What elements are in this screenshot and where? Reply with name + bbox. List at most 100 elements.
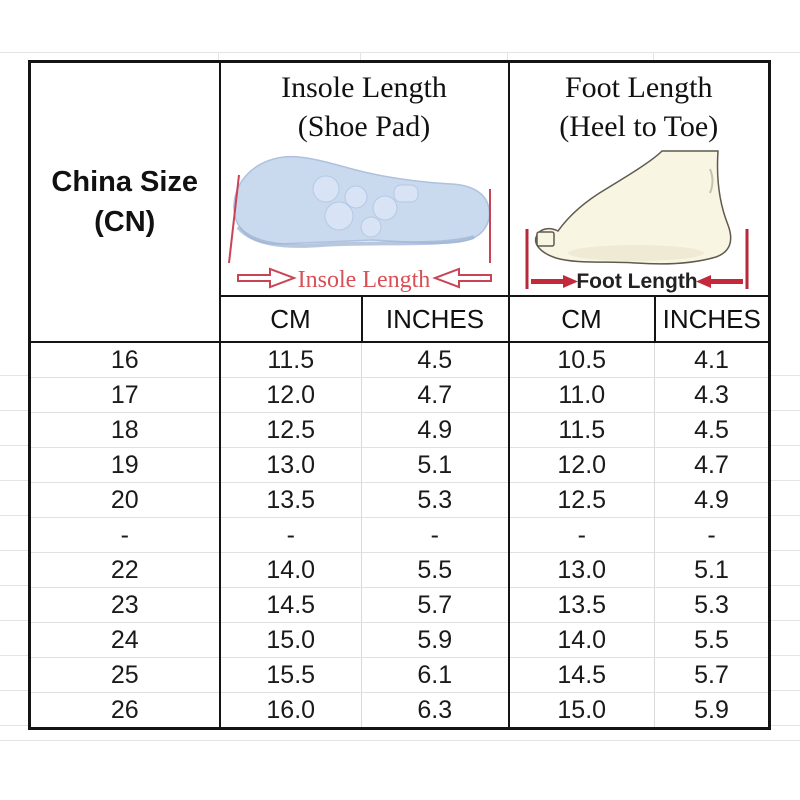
header-illustration-row: China Size (CN) Insole Length (Shoe Pad) — [29, 61, 770, 343]
background-gridlines-left — [0, 341, 28, 727]
corner-header-cell: China Size (CN) — [29, 61, 221, 343]
insole-caption: Insole Length — [297, 267, 430, 293]
table-row: 20 13.5 5.3 12.5 4.9 — [29, 482, 770, 518]
cell-insole_in: 4.7 — [361, 377, 510, 413]
cell-cn: 17 — [29, 377, 221, 413]
foot-arrow-left-icon — [695, 275, 743, 288]
cell-foot_in: 5.7 — [654, 657, 770, 693]
unit-header-insole-cm: CM — [218, 295, 363, 343]
unit-header-foot-cm: CM — [507, 295, 656, 343]
foot-shape — [534, 150, 732, 265]
table-row: 22 14.0 5.5 13.0 5.1 — [29, 552, 770, 588]
cell-insole_in: 5.3 — [361, 482, 510, 518]
cell-foot_in: 4.7 — [654, 447, 770, 483]
table-row: 19 13.0 5.1 12.0 4.7 — [29, 447, 770, 483]
insole-arrow-right-icon — [236, 267, 297, 289]
cell-insole_in: 4.5 — [361, 342, 510, 378]
cell-insole_in: 5.7 — [361, 587, 510, 623]
cell-foot_cm: 10.5 — [508, 342, 655, 378]
cell-insole_in: 5.1 — [361, 447, 510, 483]
cell-insole_cm: 16.0 — [219, 692, 362, 729]
cell-foot_in: - — [654, 517, 770, 553]
table-row: ----- — [29, 517, 770, 553]
cell-cn: 20 — [29, 482, 221, 518]
cell-cn: - — [29, 517, 221, 553]
table-row: 18 12.5 4.9 11.5 4.5 — [29, 412, 770, 448]
cell-cn: 26 — [29, 692, 221, 729]
cell-insole_cm: 15.5 — [219, 657, 362, 693]
china-size-title-line2: (CN) — [94, 206, 156, 238]
insole-title-line1: Insole Length — [281, 71, 447, 104]
cell-insole_cm: 12.0 — [219, 377, 362, 413]
foot-ankle-crease — [708, 168, 714, 194]
cell-foot_in: 4.9 — [654, 482, 770, 518]
cell-foot_cm: 14.0 — [508, 622, 655, 658]
cell-cn: 19 — [29, 447, 221, 483]
cell-foot_cm: 14.5 — [508, 657, 655, 693]
cell-foot_in: 4.3 — [654, 377, 770, 413]
foot-header-cell: Foot Length (Heel to Toe) Foot Length — [508, 61, 770, 297]
cell-foot_cm: 11.5 — [508, 412, 655, 448]
cell-insole_cm: 14.0 — [219, 552, 362, 588]
insole-embossed-pattern — [312, 175, 418, 238]
cell-cn: 18 — [29, 412, 221, 448]
cell-insole_in: - — [361, 517, 510, 553]
table-row: 17 12.0 4.7 11.0 4.3 — [29, 377, 770, 413]
background-gridlines-right — [771, 341, 800, 727]
cell-insole_in: 6.3 — [361, 692, 510, 729]
cell-insole_cm: 13.0 — [219, 447, 362, 483]
background-gridline-stub — [360, 52, 361, 61]
cell-cn: 16 — [29, 342, 221, 378]
cell-foot_cm: 13.0 — [508, 552, 655, 588]
foot-illustration: Foot Length — [525, 150, 749, 293]
cell-cn: 24 — [29, 622, 221, 658]
foot-title-line1: Foot Length — [565, 71, 713, 104]
foot-arrow-right-icon — [530, 275, 578, 288]
cell-insole_cm: 14.5 — [219, 587, 362, 623]
cell-insole_in: 4.9 — [361, 412, 510, 448]
cell-insole_in: 5.5 — [361, 552, 510, 588]
insole-header-cell: Insole Length (Shoe Pad) — [219, 61, 510, 297]
cell-foot_cm: 12.5 — [508, 482, 655, 518]
cell-foot_in: 4.5 — [654, 412, 770, 448]
cell-insole_cm: - — [219, 517, 362, 553]
unit-header-row: CM INCHES CM INCHES — [30, 295, 771, 343]
background-gridline-stub — [218, 52, 219, 61]
size-chart-table: China Size (CN) Insole Length (Shoe Pad) — [28, 60, 771, 730]
cell-cn: 23 — [29, 587, 221, 623]
china-size-title-line1: China Size — [51, 166, 199, 198]
cell-foot_in: 5.9 — [654, 692, 770, 729]
table-row: 16 11.5 4.5 10.5 4.1 — [29, 342, 770, 378]
insole-title-line2: (Shoe Pad) — [297, 110, 431, 143]
background-gridline-top — [0, 52, 800, 53]
cell-foot_in: 5.5 — [654, 622, 770, 658]
foot-caption: Foot Length — [576, 270, 697, 293]
cell-foot_in: 5.1 — [654, 552, 770, 588]
table-row: 26 16.0 6.3 15.0 5.9 — [29, 692, 770, 729]
cell-insole_cm: 12.5 — [219, 412, 362, 448]
cell-cn: 22 — [29, 552, 221, 588]
cell-insole_in: 6.1 — [361, 657, 510, 693]
cell-insole_cm: 15.0 — [219, 622, 362, 658]
cell-insole_in: 5.9 — [361, 622, 510, 658]
background-gridline-bottom — [0, 740, 800, 741]
unit-header-foot-inches: INCHES — [653, 295, 771, 343]
cell-insole_cm: 11.5 — [219, 342, 362, 378]
insole-illustration: Insole Length — [227, 155, 492, 293]
cell-foot_cm: 11.0 — [508, 377, 655, 413]
cell-foot_cm: 12.0 — [508, 447, 655, 483]
table-row: 23 14.5 5.7 13.5 5.3 — [29, 587, 770, 623]
cell-insole_cm: 13.5 — [219, 482, 362, 518]
table-row: 24 15.0 5.9 14.0 5.5 — [29, 622, 770, 658]
cell-foot_in: 5.3 — [654, 587, 770, 623]
cell-foot_cm: 15.0 — [508, 692, 655, 729]
foot-sole-shading — [567, 245, 704, 261]
cell-foot_cm: - — [508, 517, 655, 553]
unit-header-insole-inches: INCHES — [360, 295, 510, 343]
insole-measure-line-left — [227, 174, 240, 264]
background-gridline-stub — [507, 52, 508, 61]
cell-cn: 25 — [29, 657, 221, 693]
table-row: 25 15.5 6.1 14.5 5.7 — [29, 657, 770, 693]
cell-foot_in: 4.1 — [654, 342, 770, 378]
insole-arrow-left-icon — [431, 267, 492, 289]
